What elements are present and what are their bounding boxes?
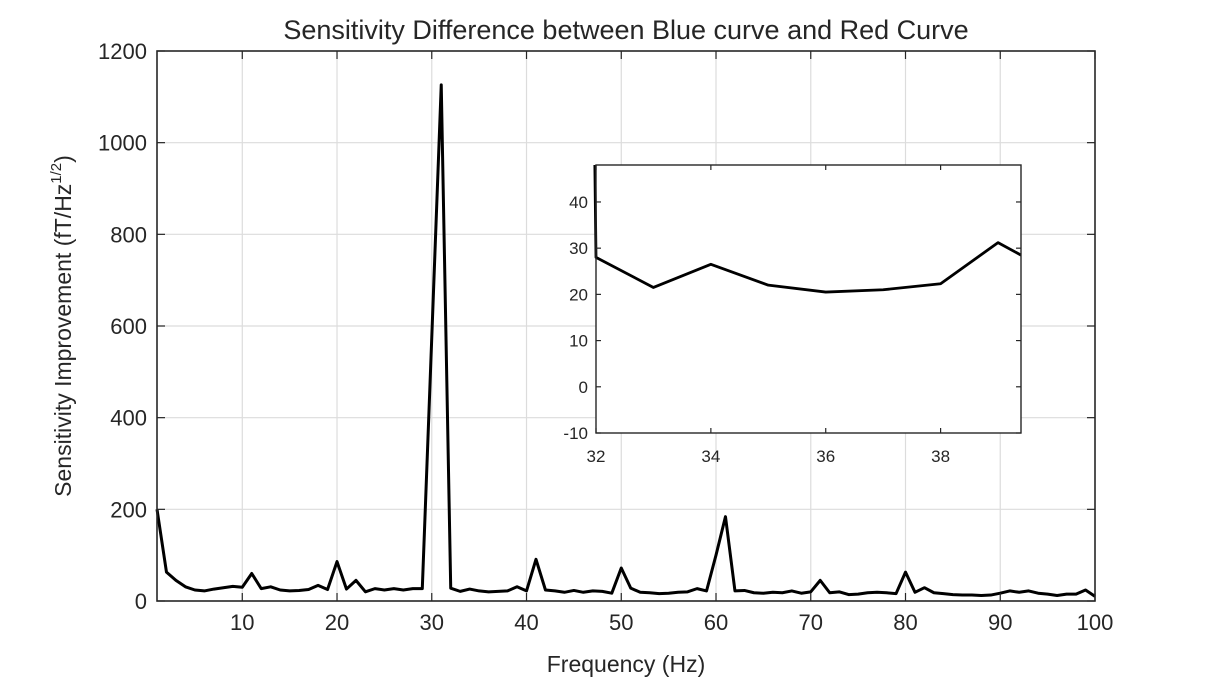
main-y-tick-label: 0: [135, 589, 147, 614]
inset-y-tick-label: 0: [579, 378, 588, 397]
main-y-tick-label: 1200: [98, 39, 147, 64]
y-axis-label-superscript: 1/2: [48, 163, 65, 184]
main-y-tick-label: 600: [110, 314, 147, 339]
inset-chart: 32 34 36 38 -10 0 10 20 30 40: [563, 164, 1022, 466]
main-x-tick-label: 30: [420, 610, 444, 635]
inset-x-tick-label: 36: [816, 447, 835, 466]
main-x-tick-label: 60: [704, 610, 728, 635]
main-series-line-0: [155, 83, 1096, 598]
inset-x-tick-label: 32: [587, 447, 606, 466]
inset-y-tick-label: -10: [563, 424, 588, 443]
main-x-tick-label: 100: [1077, 610, 1114, 635]
main-y-tick-label: 800: [110, 222, 147, 247]
y-axis-label-main: Sensitivity Improvement (fT/Hz: [50, 184, 76, 497]
main-x-tick-label: 40: [514, 610, 538, 635]
inset-y-tick-label: 10: [569, 332, 588, 351]
inset-axes-box: [595, 164, 1022, 434]
x-axis-label: Frequency (Hz): [547, 651, 705, 677]
inset-y-tick-label: 20: [569, 285, 588, 304]
main-x-tick-label: 50: [609, 610, 633, 635]
inset-y-tick-label: 30: [569, 239, 588, 258]
inset-plot: [593, 164, 1022, 294]
main-plot: [155, 83, 1096, 598]
main-x-tick-label: 70: [799, 610, 823, 635]
y-axis-label: Sensitivity Improvement (fT/Hz1/2): [48, 155, 76, 497]
main-ticks: 10 20 30 40 50 60 70 80 90 1000200400600800100012…: [98, 39, 1113, 635]
inset-x-tick-label: 34: [701, 447, 720, 466]
chart-title: Sensitivity Difference between Blue curv…: [283, 15, 968, 45]
inset-x-tick-label: 38: [931, 447, 950, 466]
main-y-tick-label: 400: [110, 406, 147, 431]
y-axis-label-close: ): [50, 155, 76, 163]
main-x-tick-label: 10: [230, 610, 254, 635]
inset-background: [596, 165, 1021, 433]
inset-y-tick-label: 40: [569, 193, 588, 212]
main-x-tick-label: 90: [988, 610, 1012, 635]
main-x-tick-label: 20: [325, 610, 349, 635]
main-y-tick-label: 1000: [98, 131, 147, 156]
inset-ticks: 32 34 36 38 -10 0 10 20 30 40: [563, 165, 1021, 466]
main-y-tick-label: 200: [110, 497, 147, 522]
main-x-tick-label: 80: [893, 610, 917, 635]
inset-series-line-0: [593, 164, 1022, 294]
